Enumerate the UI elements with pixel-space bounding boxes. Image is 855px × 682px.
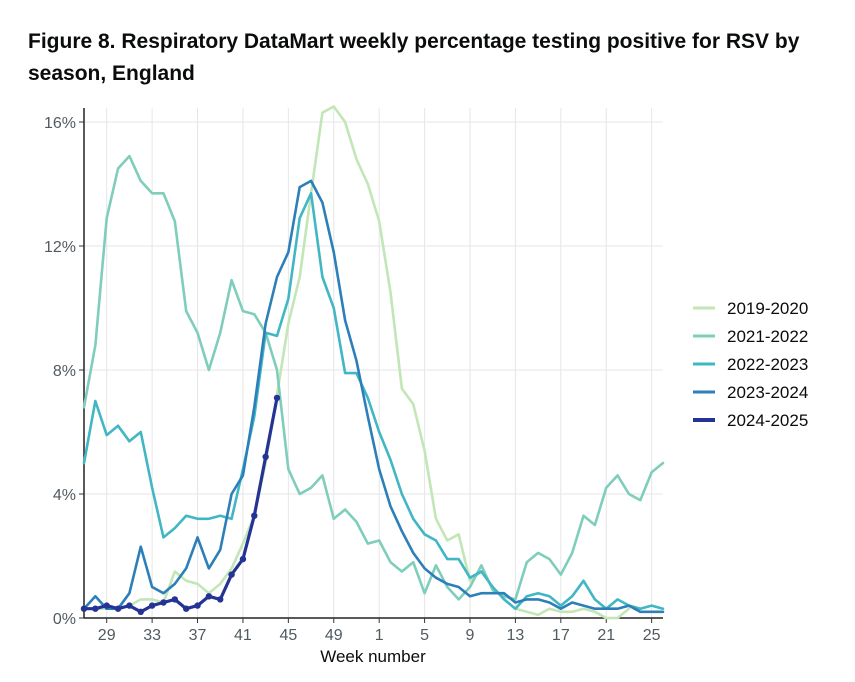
- y-tick-label: 4%: [53, 487, 76, 504]
- line-2021-2022: [82, 154, 665, 601]
- x-tick-label: 37: [189, 627, 207, 644]
- x-tick-label: 45: [279, 627, 297, 644]
- point-2024-2025: [205, 593, 213, 600]
- x-tick-label: 41: [234, 627, 252, 644]
- x-tick-label: 49: [325, 627, 343, 644]
- point-2024-2025: [239, 555, 247, 563]
- x-tick-label: 21: [597, 627, 615, 644]
- line-2022-2023: [82, 192, 665, 610]
- x-tick-label: 25: [643, 627, 661, 644]
- point-2024-2025: [137, 608, 144, 615]
- legend-label-2019-2020: 2019-2020: [727, 299, 808, 318]
- x-tick-label: 13: [507, 627, 525, 644]
- x-tick-label: 17: [552, 627, 570, 644]
- y-tick-label: 0%: [53, 611, 76, 628]
- series-lines: [80, 105, 665, 620]
- legend-label-2024-2025: 2024-2025: [727, 411, 808, 430]
- series-2024-2025: [80, 394, 281, 615]
- x-tick-label: 33: [143, 627, 161, 644]
- y-tick-label: 12%: [44, 239, 76, 256]
- point-2024-2025: [92, 605, 99, 612]
- point-2024-2025: [228, 571, 235, 578]
- series-2022-2023: [82, 192, 665, 610]
- x-tick-label: 29: [98, 627, 116, 644]
- line-2019-2020: [82, 105, 631, 620]
- legend: 2019-2020 2021-2022 2022-2023 2023-2024 2024…: [693, 299, 808, 430]
- series-2019-2020: [82, 105, 631, 620]
- point-2024-2025: [194, 602, 201, 609]
- point-2024-2025: [182, 605, 190, 612]
- point-2024-2025: [251, 512, 258, 519]
- line-2023-2024: [82, 179, 665, 614]
- point-2024-2025: [160, 599, 167, 606]
- point-2024-2025: [171, 596, 179, 603]
- x-axis-label: Week number: [320, 647, 426, 666]
- series-2023-2024: [82, 179, 665, 614]
- chart-title: Figure 8. Respiratory DataMart weekly pe…: [28, 30, 800, 85]
- axes: [83, 108, 663, 619]
- point-2024-2025: [262, 453, 269, 460]
- gridlines: [84, 108, 663, 619]
- legend-label-2021-2022: 2021-2022: [727, 327, 808, 346]
- point-2024-2025: [103, 602, 110, 609]
- point-2024-2025: [217, 596, 224, 603]
- point-2024-2025: [114, 605, 122, 612]
- y-axis-ticks: 0% 4% 8% 12% 16%: [44, 115, 84, 628]
- y-tick-label: 16%: [44, 115, 76, 132]
- x-tick-label: 9: [466, 627, 475, 644]
- x-tick-label: 5: [420, 627, 429, 644]
- point-2024-2025: [80, 605, 88, 612]
- legend-label-2023-2024: 2023-2024: [727, 383, 808, 402]
- point-2024-2025: [126, 602, 133, 609]
- legend-label-2022-2023: 2022-2023: [727, 355, 808, 374]
- point-2024-2025: [148, 602, 156, 609]
- series-2021-2022: [82, 154, 665, 601]
- x-tick-label: 1: [375, 627, 384, 644]
- y-tick-label: 8%: [53, 363, 76, 380]
- point-2024-2025: [273, 394, 281, 402]
- x-axis-ticks: 29 33 37 41 45 49 1 5 9 13 17 21 25: [98, 618, 661, 644]
